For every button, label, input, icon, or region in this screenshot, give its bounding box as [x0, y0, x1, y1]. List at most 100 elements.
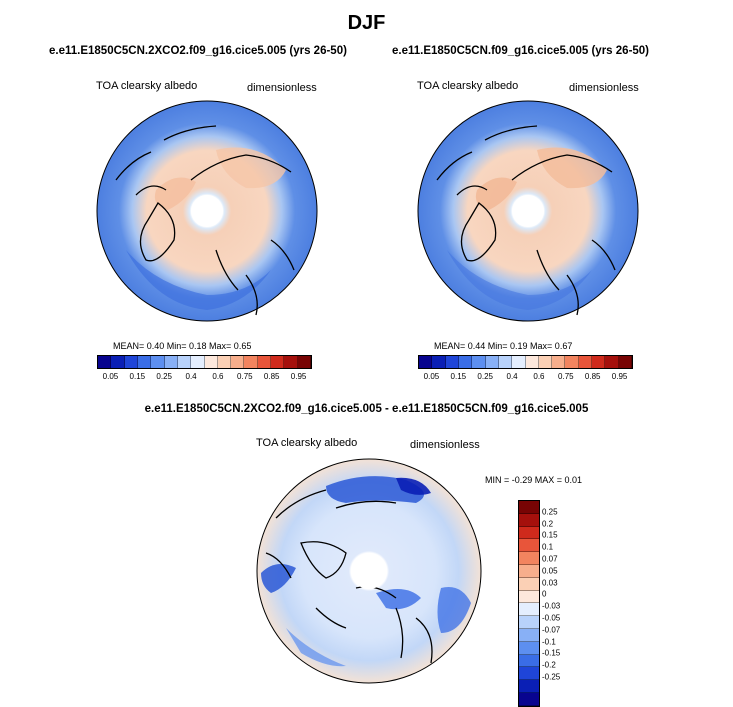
colorbar-swatch — [519, 641, 539, 655]
colorbar-tick-label: 0.85 — [584, 372, 601, 381]
colorbar-swatch — [111, 356, 125, 368]
colorbar-tick-label: 0.75 — [237, 372, 253, 381]
diff-barents-low — [376, 589, 421, 610]
panel1-case-title: e.e11.E1850C5CN.2XCO2.f09_g16.cice5.005 … — [49, 45, 347, 57]
panel2-colorbar-ticks: 0.05 0.15 0.25 0.4 0.6 0.75 0.85 0.95 — [418, 372, 633, 384]
colorbar-swatch — [419, 356, 433, 368]
colorbar-swatch — [217, 356, 232, 368]
colorbar-swatch — [191, 356, 205, 368]
colorbar-swatch — [552, 356, 566, 368]
panel1-stats: MEAN= 0.40 Min= 0.18 Max= 0.65 — [113, 341, 252, 351]
colorbar-tick-label: 0 — [542, 589, 547, 599]
colorbar-tick-label: -0.03 — [542, 601, 561, 611]
panel1-atlantic-low — [126, 250, 271, 310]
panel2-greenland-high — [475, 177, 517, 210]
colorbar-swatch — [445, 356, 459, 368]
colorbar-tick-label: 0.25 — [156, 372, 172, 381]
diff-okhotsk-low — [396, 477, 431, 495]
colorbar-swatch — [137, 356, 152, 368]
colorbar-tick-label: 0.75 — [558, 372, 574, 381]
panel2-colorbar-swatches — [418, 355, 633, 369]
panel2-polar-map — [417, 100, 639, 322]
colorbar-tick-label: 0.15 — [450, 372, 467, 381]
diff-colorbar-swatches — [518, 500, 540, 707]
colorbar-tick-label: -0.15 — [542, 648, 561, 658]
diff-coastlines — [265, 489, 433, 664]
colorbar-swatch — [519, 590, 539, 604]
diff-title: e.e11.E1850C5CN.2XCO2.f09_g16.cice5.005 … — [144, 403, 589, 415]
panel2-pole-hole — [512, 195, 544, 227]
colorbar-tick-label: 0.4 — [506, 372, 518, 381]
colorbar-swatch — [578, 356, 593, 368]
panel2-colorbar: 0.05 0.15 0.25 0.4 0.6 0.75 0.85 0.95 — [418, 355, 633, 384]
colorbar-tick-label: -0.05 — [542, 613, 561, 623]
colorbar-swatch — [519, 628, 539, 642]
panel1-pole-hole — [191, 195, 223, 227]
diff-colorbar: 0.25 0.2 0.15 0.1 0.07 0.05 0.03 0 -0.03 -0.05 -0.… — [518, 500, 560, 707]
colorbar-swatch — [519, 603, 539, 617]
colorbar-swatch — [565, 356, 579, 368]
colorbar-tick-label: 0.6 — [533, 372, 545, 381]
colorbar-swatch — [519, 616, 539, 629]
colorbar-swatch — [472, 356, 486, 368]
panel1-variable-label: TOA clearsky albedo — [96, 80, 198, 92]
colorbar-tick-label: 0.25 — [477, 372, 493, 381]
colorbar-swatch — [519, 692, 539, 706]
colorbar-swatch — [519, 654, 539, 668]
panel1-colorbar: 0.05 0.15 0.25 0.4 0.6 0.75 0.85 0.95 — [97, 355, 312, 384]
colorbar-swatch — [271, 356, 285, 368]
colorbar-swatch — [177, 356, 192, 368]
panel1-units-label: dimensionless — [247, 82, 317, 94]
colorbar-tick-label: -0.07 — [542, 625, 561, 635]
colorbar-tick-label: 0.95 — [611, 372, 628, 381]
colorbar-swatch — [458, 356, 473, 368]
panel1-colorbar-swatches — [97, 355, 312, 369]
colorbar-swatch — [164, 356, 178, 368]
colorbar-tick-label: 0.15 — [129, 372, 146, 381]
colorbar-swatch — [231, 356, 245, 368]
colorbar-tick-label: 0.6 — [212, 372, 224, 381]
colorbar-tick-label: 0.15 — [542, 530, 558, 540]
colorbar-swatch — [519, 667, 539, 681]
colorbar-tick-label: 0.95 — [290, 372, 307, 381]
colorbar-swatch — [257, 356, 272, 368]
colorbar-swatch — [519, 501, 539, 514]
colorbar-swatch — [432, 356, 446, 368]
colorbar-tick-label: 0.4 — [185, 372, 197, 381]
diff-colorbar-ticks: 0.25 0.2 0.15 0.1 0.07 0.05 0.03 0 -0.03 -0.05 -0.… — [542, 500, 582, 690]
colorbar-swatch — [525, 356, 539, 368]
colorbar-tick-label: 0.25 — [542, 507, 558, 517]
panel2-stats: MEAN= 0.44 Min= 0.19 Max= 0.67 — [434, 341, 573, 351]
diff-units-label: dimensionless — [410, 439, 480, 451]
panel1-coastlines — [115, 125, 295, 316]
colorbar-tick-label: 0.05 — [423, 372, 440, 381]
colorbar-tick-label: -0.2 — [542, 660, 556, 670]
colorbar-swatch — [98, 356, 112, 368]
colorbar-swatch — [519, 539, 539, 553]
panel2-units-label: dimensionless — [569, 82, 639, 94]
colorbar-swatch — [538, 356, 553, 368]
colorbar-tick-label: 0.03 — [542, 578, 558, 588]
colorbar-swatch — [204, 356, 218, 368]
panel1-greenland-high — [154, 177, 196, 210]
colorbar-swatch — [519, 577, 539, 591]
colorbar-tick-label: 0.1 — [542, 542, 554, 552]
colorbar-swatch — [519, 564, 539, 578]
diff-polar-map — [256, 458, 482, 684]
colorbar-swatch — [124, 356, 138, 368]
panel2-coastlines — [436, 125, 616, 316]
colorbar-swatch — [519, 513, 539, 527]
colorbar-swatch — [605, 356, 619, 368]
panel1-colorbar-ticks: 0.05 0.15 0.25 0.4 0.6 0.75 0.85 0.95 — [97, 372, 312, 384]
diff-atlantic-low — [286, 628, 346, 667]
colorbar-swatch — [297, 356, 311, 368]
colorbar-swatch — [284, 356, 298, 368]
colorbar-tick-label: 0.05 — [542, 566, 558, 576]
colorbar-swatch — [592, 356, 606, 368]
panel2-variable-label: TOA clearsky albedo — [417, 80, 519, 92]
colorbar-swatch — [498, 356, 513, 368]
colorbar-tick-label: -0.25 — [542, 672, 561, 682]
colorbar-swatch — [151, 356, 165, 368]
colorbar-swatch — [244, 356, 258, 368]
colorbar-swatch — [485, 356, 499, 368]
